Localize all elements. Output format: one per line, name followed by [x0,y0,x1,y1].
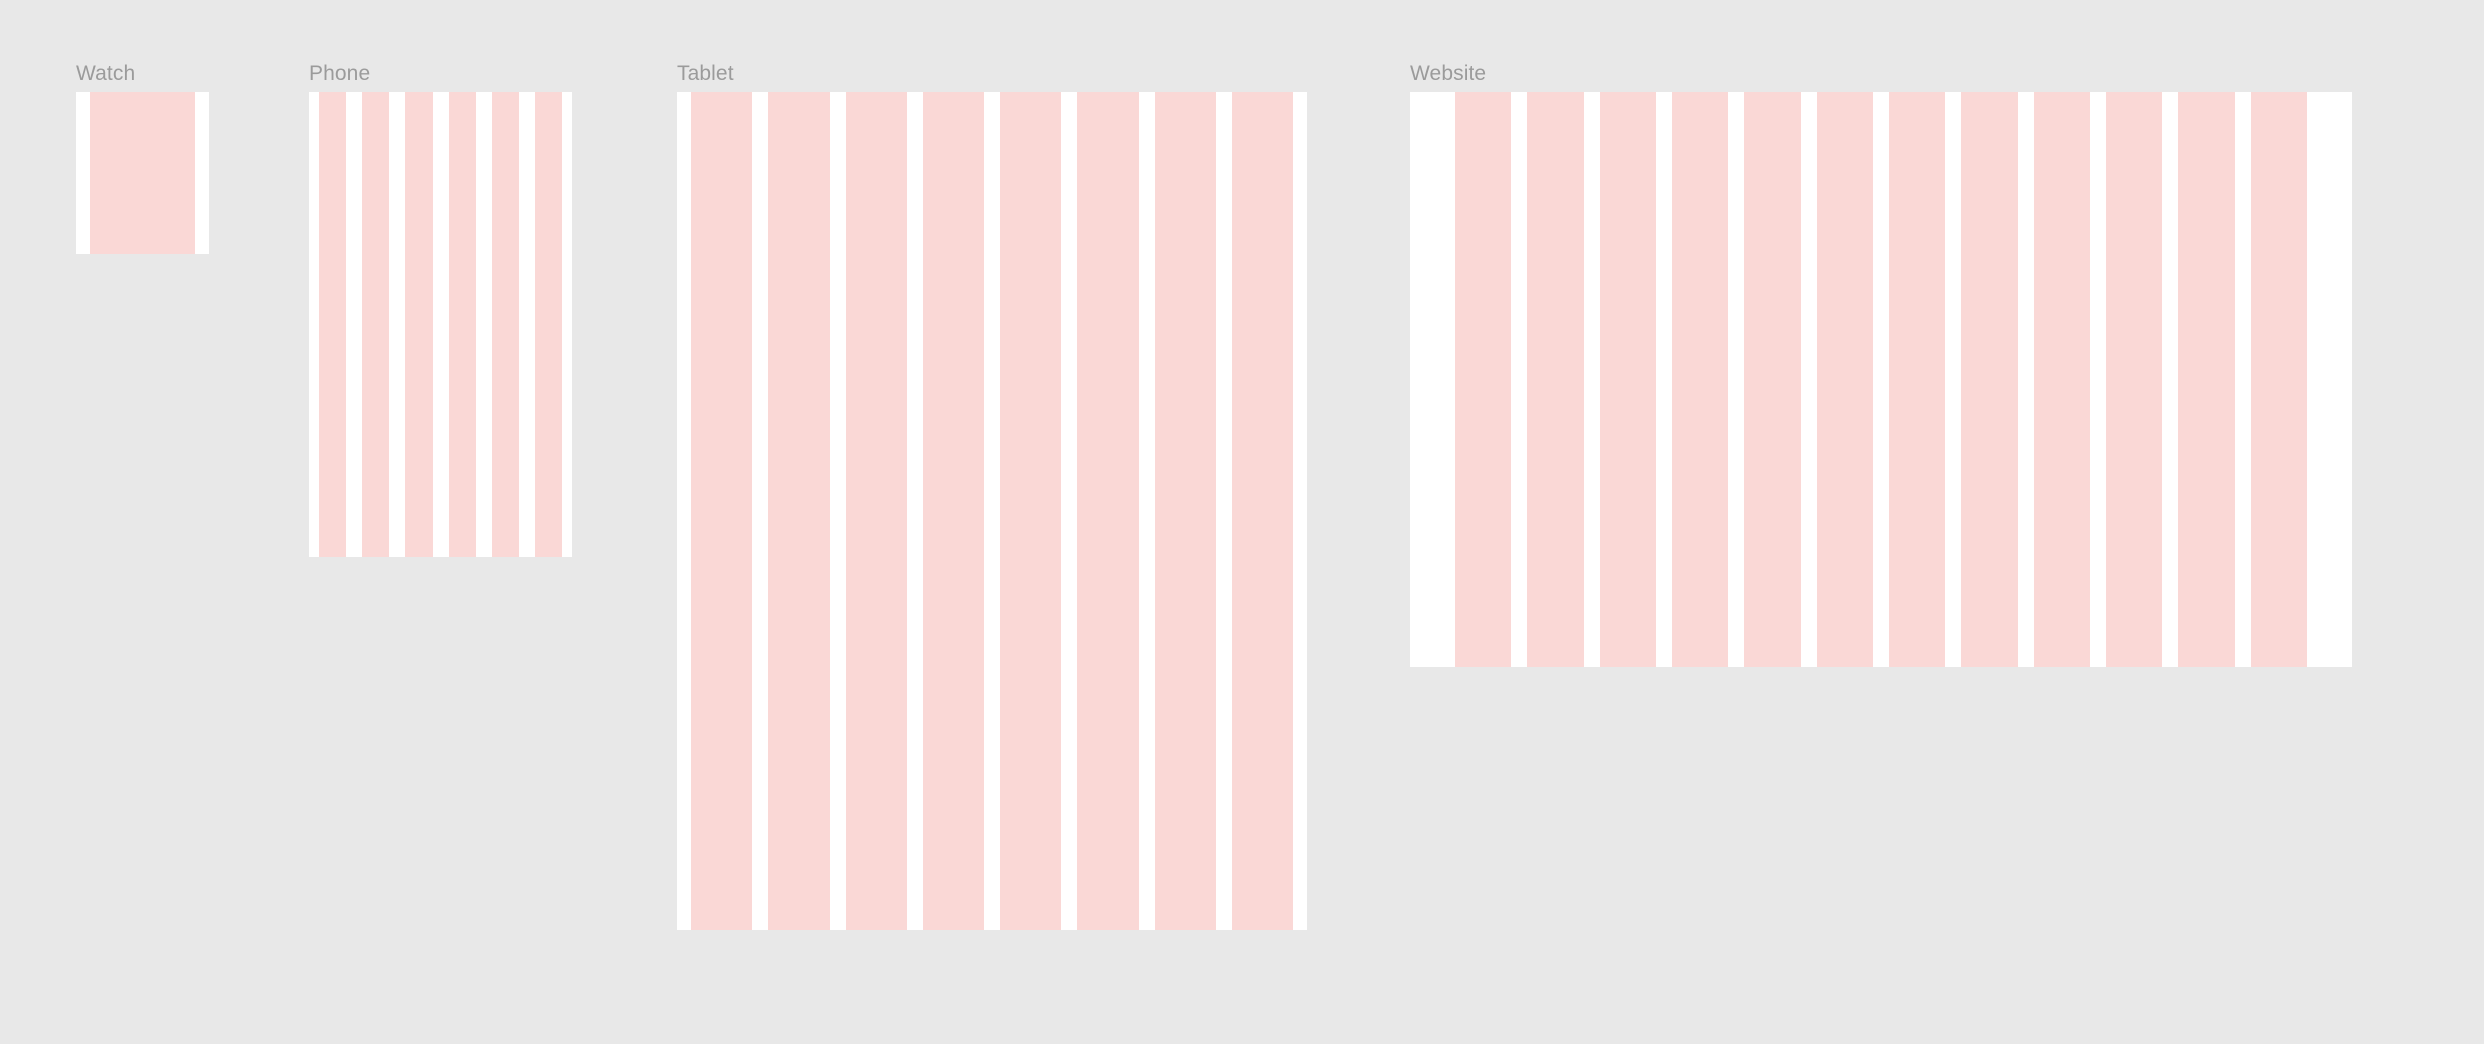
frame-tablet[interactable]: Tablet [677,62,1307,930]
grid-column [2033,92,2090,667]
grid-column [1000,92,1062,930]
frame-label-watch[interactable]: Watch [76,62,136,85]
grid-gutter [1728,92,1744,667]
frame-body-tablet [677,92,1307,930]
frame-label-phone[interactable]: Phone [309,62,371,85]
grid-column [1961,92,2018,667]
grid-column [90,92,195,254]
grid-column [491,92,519,557]
grid-gutter [1801,92,1817,667]
grid-overlay-watch [76,92,209,254]
frame-label-website[interactable]: Website [1410,62,1487,85]
grid-gutter [1061,92,1077,930]
grid-gutter [1139,92,1155,930]
grid-column [1888,92,1946,667]
frame-website[interactable]: Website [1410,62,2352,667]
grid-gutter [2235,92,2251,667]
grid-column [1599,92,1656,667]
grid-column [1527,92,1584,667]
frame-label-tablet[interactable]: Tablet [677,62,734,85]
grid-gutter [1945,92,1961,667]
grid-column [1077,92,1139,930]
grid-column [405,92,433,557]
grid-column [534,92,563,557]
grid-column [1154,92,1216,930]
grid-gutter [346,92,362,557]
grid-gutter [1656,92,1672,667]
grid-column [2105,92,2163,667]
grid-gutter [389,92,405,557]
grid-column [922,92,984,930]
grid-column [845,92,907,930]
grid-gutter [1584,92,1600,667]
grid-gutter [1216,92,1232,930]
grid-gutter [907,92,923,930]
grid-gutter [830,92,846,930]
grid-overlay-tablet [677,92,1307,930]
grid-column [691,92,753,930]
grid-column [768,92,830,930]
grid-column [1231,92,1293,930]
grid-gutter [1511,92,1527,667]
frame-body-watch [76,92,209,254]
frame-body-website [1410,92,2352,667]
frame-phone[interactable]: Phone [309,62,572,557]
frame-body-phone [309,92,572,557]
grid-gutter [2018,92,2034,667]
grid-gutter [752,92,768,930]
grid-column [362,92,390,557]
grid-column [2178,92,2235,667]
grid-gutter [2162,92,2178,667]
grid-column [1455,92,1512,667]
grid-column [448,92,476,557]
grid-gutter [519,92,535,557]
grid-column [1671,92,1729,667]
grid-gutter [476,92,492,557]
frame-watch[interactable]: Watch [76,62,209,254]
grid-gutter [2090,92,2106,667]
grid-gutter [1873,92,1889,667]
grid-overlay-website [1410,92,2352,667]
grid-column [319,92,347,557]
grid-column [1816,92,1873,667]
grid-overlay-phone [309,92,572,557]
grid-column [2250,92,2307,667]
grid-gutter [984,92,1000,930]
grid-column [1744,92,1801,667]
grid-gutter [433,92,449,557]
